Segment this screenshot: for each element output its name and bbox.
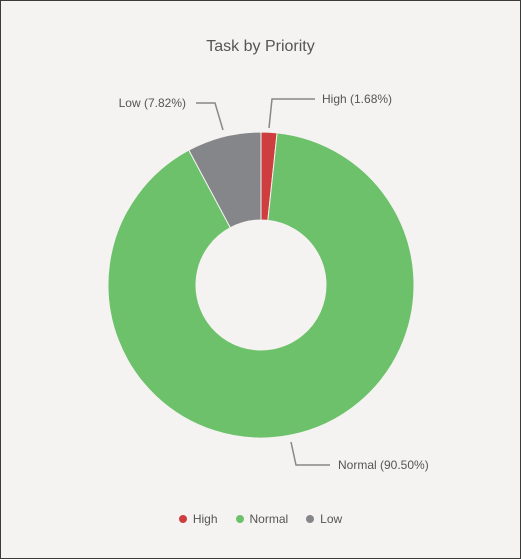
slice-low[interactable]	[188, 131, 262, 229]
legend-marker-normal	[235, 515, 244, 523]
chart-legend: High Normal Low	[0, 512, 521, 526]
leader-line-low	[196, 102, 224, 131]
legend-marker-low	[306, 515, 315, 523]
legend-label-normal: Normal	[249, 512, 289, 526]
legend-label-low: Low	[320, 512, 343, 526]
legend-item-normal[interactable]: Normal	[235, 512, 289, 526]
leader-line-high	[268, 98, 315, 129]
donut-slices	[107, 131, 415, 439]
leader-line-normal	[290, 441, 330, 466]
legend-item-high[interactable]: High	[178, 512, 218, 526]
legend-label-high: High	[192, 512, 218, 526]
slice-normal[interactable]	[107, 132, 415, 439]
legend-marker-high	[178, 515, 187, 523]
legend-item-low[interactable]: Low	[306, 512, 342, 526]
data-label-low: Low (7.82%)	[119, 96, 186, 110]
chart-title: Task by Priority	[206, 38, 315, 55]
slice-callouts: High (1.68%) Normal (90.50%) Low (7.82%)	[119, 92, 429, 472]
data-label-high: High (1.68%)	[322, 92, 392, 106]
data-label-normal: Normal (90.50%)	[338, 458, 429, 472]
